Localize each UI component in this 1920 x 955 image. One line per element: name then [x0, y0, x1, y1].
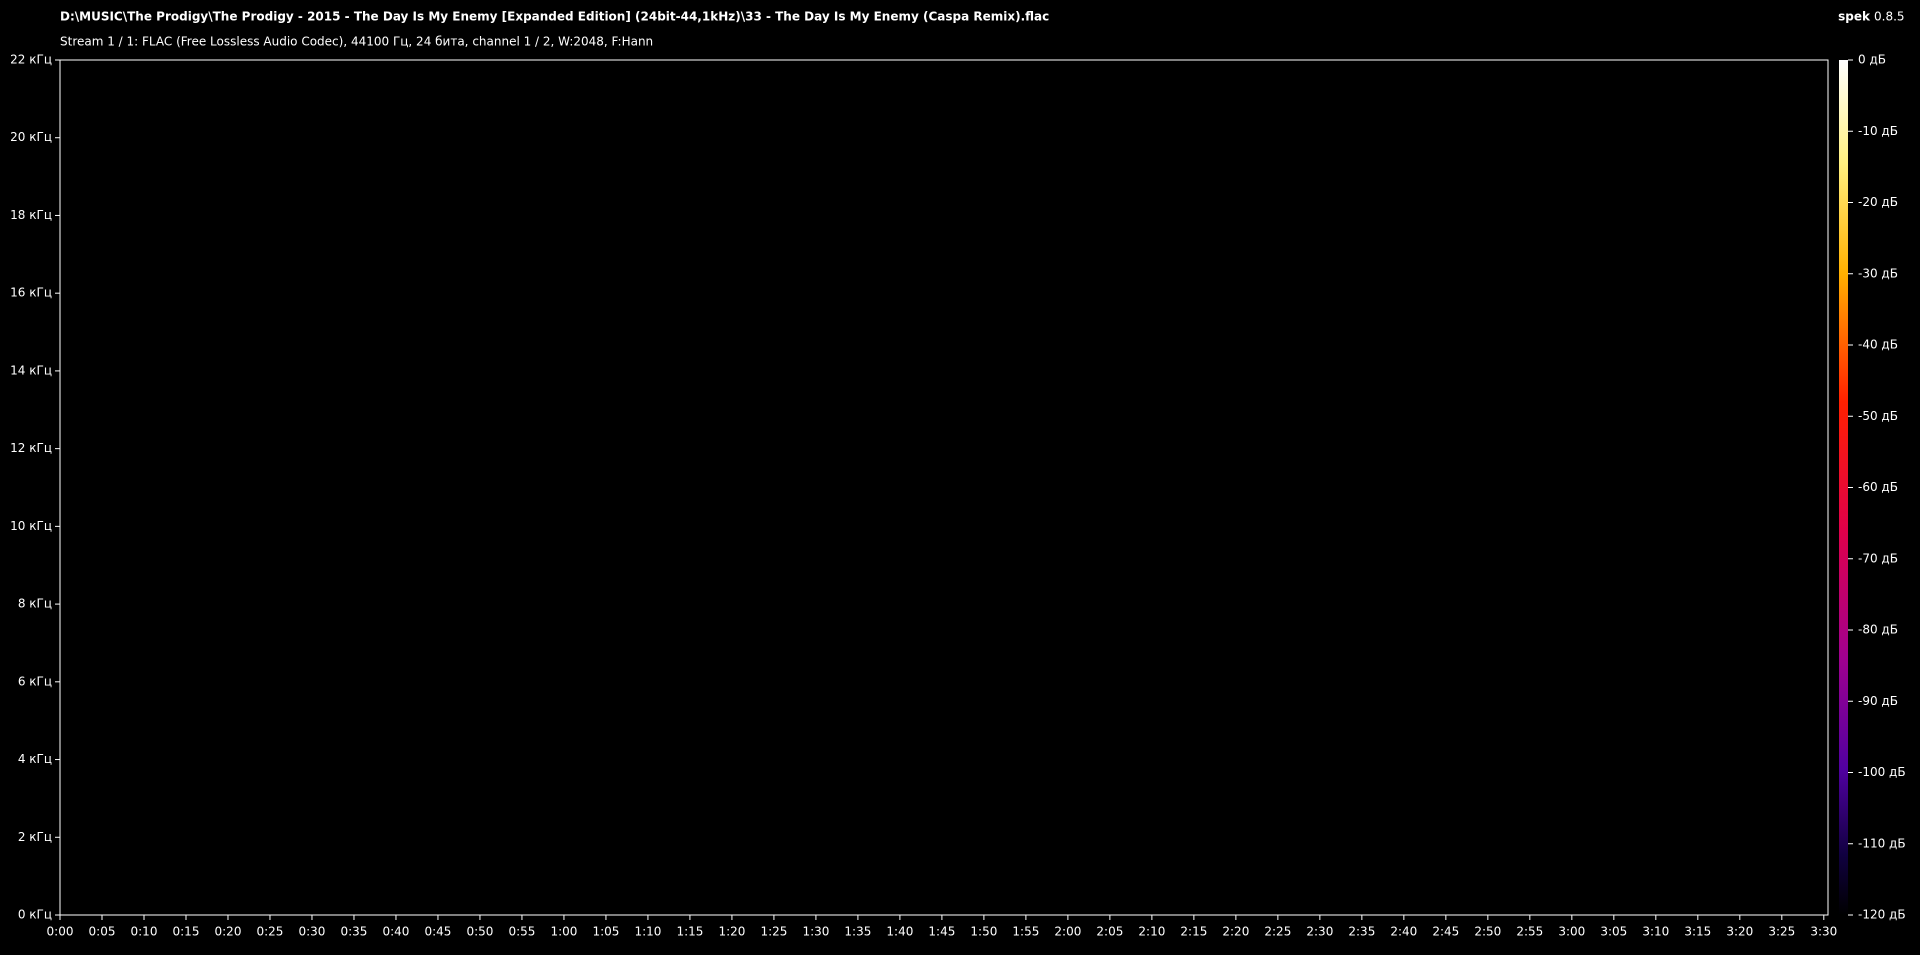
x-tick-label: 0:35: [340, 925, 367, 939]
x-tick-label: 1:20: [718, 925, 745, 939]
y-tick-label: 8 кГц: [18, 597, 52, 611]
x-tick-label: 0:45: [424, 925, 451, 939]
x-tick-label: 3:30: [1810, 925, 1837, 939]
y-tick-label: 4 кГц: [18, 752, 52, 766]
x-tick-label: 0:15: [173, 925, 200, 939]
plot-frame: [59, 59, 1829, 916]
colorbar-tick-label: -10 дБ: [1858, 124, 1898, 138]
x-tick-label: 3:15: [1684, 925, 1711, 939]
colorbar-tick-label: -40 дБ: [1858, 338, 1898, 352]
y-tick-label: 20 кГц: [10, 130, 52, 144]
x-tick-label: 0:30: [298, 925, 325, 939]
x-tick-label: 2:50: [1474, 925, 1501, 939]
x-tick-label: 2:10: [1138, 925, 1165, 939]
stream-info: Stream 1 / 1: FLAC (Free Lossless Audio …: [60, 35, 653, 49]
x-tick-label: 0:20: [215, 925, 242, 939]
x-tick-label: 0:50: [466, 925, 493, 939]
colorbar-tick-label: -30 дБ: [1858, 266, 1898, 280]
x-tick-label: 2:15: [1180, 925, 1207, 939]
x-tick-label: 1:00: [550, 925, 577, 939]
y-tick-label: 14 кГц: [10, 363, 52, 377]
x-tick-label: 0:05: [89, 925, 116, 939]
x-tick-label: 1:05: [592, 925, 619, 939]
colorbar-tick-label: -60 дБ: [1858, 480, 1898, 494]
colorbar-tick-label: 0 дБ: [1858, 53, 1886, 67]
colorbar-tick-label: -50 дБ: [1858, 409, 1898, 423]
x-tick-label: 1:50: [970, 925, 997, 939]
x-tick-label: 3:25: [1768, 925, 1795, 939]
x-tick-label: 1:25: [760, 925, 787, 939]
file-title: D:\MUSIC\The Prodigy\The Prodigy - 2015 …: [60, 10, 1049, 24]
colorbar-tick-label: -90 дБ: [1858, 694, 1898, 708]
colorbar-tick-label: -110 дБ: [1858, 836, 1906, 850]
x-tick-label: 2:25: [1264, 925, 1291, 939]
x-tick-label: 0:55: [508, 925, 535, 939]
y-tick-label: 12 кГц: [10, 441, 52, 455]
y-tick-label: 10 кГц: [10, 519, 52, 533]
colorbar-tick-label: -70 дБ: [1858, 551, 1898, 565]
x-tick-label: 0:10: [131, 925, 158, 939]
x-tick-label: 3:20: [1726, 925, 1753, 939]
y-tick-label: 0 кГц: [18, 908, 52, 922]
x-tick-label: 3:00: [1558, 925, 1585, 939]
x-tick-label: 2:00: [1054, 925, 1081, 939]
y-tick-label: 2 кГц: [18, 830, 52, 844]
y-tick-label: 22 кГц: [10, 53, 52, 67]
x-tick-label: 2:20: [1222, 925, 1249, 939]
colorbar-tick-label: -120 дБ: [1858, 908, 1906, 922]
x-tick-label: 2:30: [1306, 925, 1333, 939]
x-tick-label: 1:40: [886, 925, 913, 939]
x-tick-label: 2:40: [1390, 925, 1417, 939]
app-version: 0.8.5: [1874, 10, 1905, 24]
y-tick-label: 6 кГц: [18, 674, 52, 688]
x-tick-label: 2:45: [1432, 925, 1459, 939]
colorbar-tick-label: -100 дБ: [1858, 765, 1906, 779]
x-tick-label: 2:35: [1348, 925, 1375, 939]
colorbar: [1839, 60, 1848, 915]
colorbar-tick-label: -80 дБ: [1858, 623, 1898, 637]
x-tick-label: 3:05: [1600, 925, 1627, 939]
x-tick-label: 1:35: [844, 925, 871, 939]
x-tick-label: 3:10: [1642, 925, 1669, 939]
x-tick-label: 1:10: [634, 925, 661, 939]
colorbar-tick-label: -20 дБ: [1858, 195, 1898, 209]
x-tick-label: 1:30: [802, 925, 829, 939]
app-name: spek: [1838, 10, 1871, 24]
x-tick-label: 0:00: [47, 925, 74, 939]
x-tick-label: 2:55: [1516, 925, 1543, 939]
x-tick-label: 1:15: [676, 925, 703, 939]
x-tick-label: 0:40: [382, 925, 409, 939]
x-tick-label: 2:05: [1096, 925, 1123, 939]
x-tick-label: 0:25: [256, 925, 283, 939]
y-tick-label: 16 кГц: [10, 286, 52, 300]
x-tick-label: 1:45: [928, 925, 955, 939]
y-tick-label: 18 кГц: [10, 208, 52, 222]
x-tick-label: 1:55: [1012, 925, 1039, 939]
